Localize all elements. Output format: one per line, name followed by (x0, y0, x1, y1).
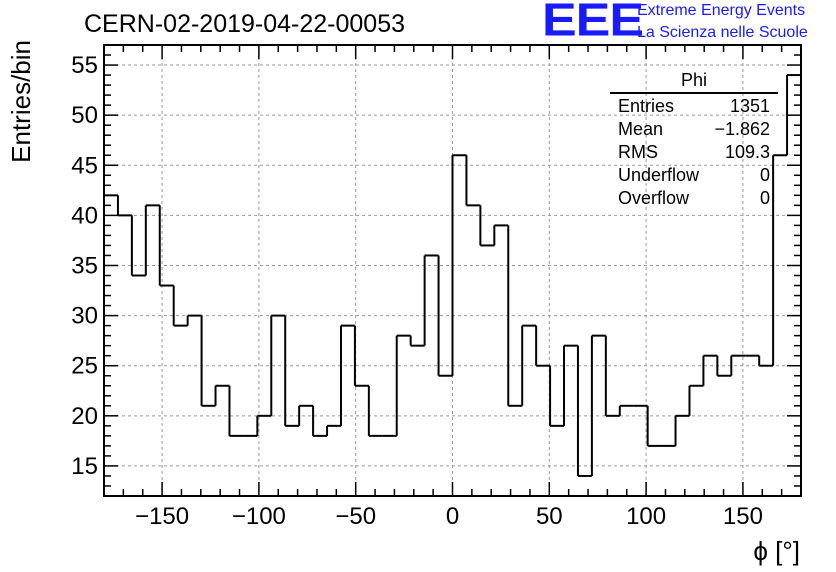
y-tick-label: 20 (71, 403, 98, 430)
y-tick-label: 15 (71, 453, 98, 480)
stats-label: RMS (618, 142, 658, 162)
chart-title: CERN-02-2019-04-22-00053 (84, 10, 406, 38)
y-tick-label: 30 (71, 303, 98, 330)
y-tick-label: 40 (71, 202, 98, 229)
y-tick-label: 35 (71, 252, 98, 279)
stats-value: 1351 (729, 96, 770, 116)
stats-box-title: Phi (610, 70, 778, 94)
y-tick-label: 50 (71, 102, 98, 129)
x-tick-label: −100 (232, 503, 286, 530)
y-tick-label: 55 (71, 52, 98, 79)
stats-box: Phi Entries 1351 Mean −1.862 RMS 109.3 U… (610, 70, 778, 210)
stats-label: Overflow (618, 188, 690, 208)
y-tick-label: 25 (71, 353, 98, 380)
stats-row-underflow: Underflow 0 (610, 164, 778, 187)
histogram-series (104, 74, 801, 477)
stats-row-entries: Entries 1351 (610, 95, 778, 118)
stats-value: −1.862 (714, 119, 770, 139)
stats-label: Entries (618, 96, 675, 116)
stats-label: Underflow (618, 165, 700, 185)
x-tick-label: 150 (723, 503, 763, 530)
x-tick-label: −50 (335, 503, 376, 530)
org-name-line2: La Scienza nelle Scuole (637, 24, 808, 41)
axis-ticks (103, 44, 802, 496)
stats-label: Mean (618, 119, 664, 139)
org-name-line1: Extreme Energy Events (637, 2, 806, 19)
stats-value: 0 (759, 188, 770, 208)
y-axis-label: Entries/bin (6, 40, 36, 163)
stats-value: 109.3 (724, 142, 770, 162)
stats-row-overflow: Overflow 0 (610, 187, 778, 210)
stats-row-rms: RMS 109.3 (610, 141, 778, 164)
y-tick-label: 45 (71, 152, 98, 179)
x-tick-label: 50 (536, 503, 563, 530)
stats-value: 0 (759, 165, 770, 185)
x-axis-label: ϕ [°] (753, 536, 800, 566)
x-tick-label: −150 (135, 503, 189, 530)
x-tick-label: 100 (626, 503, 666, 530)
eee-logo: EEE (542, 0, 644, 47)
stats-row-mean: Mean −1.862 (610, 118, 778, 141)
x-tick-label: 0 (446, 503, 459, 530)
